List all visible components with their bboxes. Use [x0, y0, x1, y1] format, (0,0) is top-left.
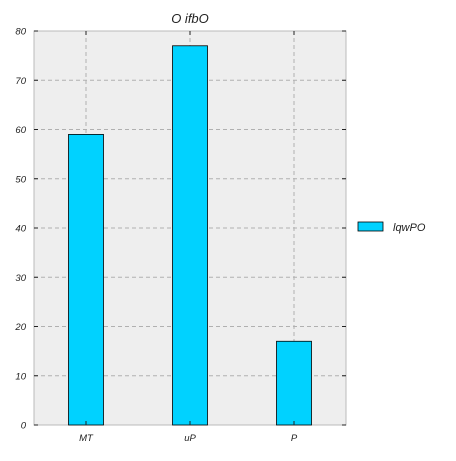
x-tick-label: uP	[184, 433, 196, 444]
bar-MT	[68, 134, 104, 426]
bar-P	[276, 340, 312, 426]
y-tick-label: 40	[15, 224, 26, 235]
legend-swatch	[357, 221, 384, 232]
axis-ticks: 0 10 20 30 40 50 60 70 80 MT uP P	[14, 27, 346, 444]
y-tick-label: 50	[15, 174, 26, 185]
x-tick-label: P	[291, 433, 298, 444]
y-tick-label: 70	[15, 76, 26, 87]
x-tick-label: MT	[79, 433, 94, 444]
y-tick-label: 0	[21, 421, 27, 432]
y-tick-label: 60	[15, 125, 26, 136]
chart-title: O ifbO	[171, 11, 209, 26]
y-tick-label: 20	[14, 322, 26, 333]
legend: lqwPO	[357, 221, 426, 234]
bar-uP	[172, 45, 208, 426]
y-tick-label: 10	[15, 371, 26, 382]
y-tick-label: 30	[15, 273, 26, 284]
y-tick-label: 80	[15, 27, 26, 38]
legend-label: lqwPO	[393, 222, 426, 234]
bars	[68, 45, 312, 426]
